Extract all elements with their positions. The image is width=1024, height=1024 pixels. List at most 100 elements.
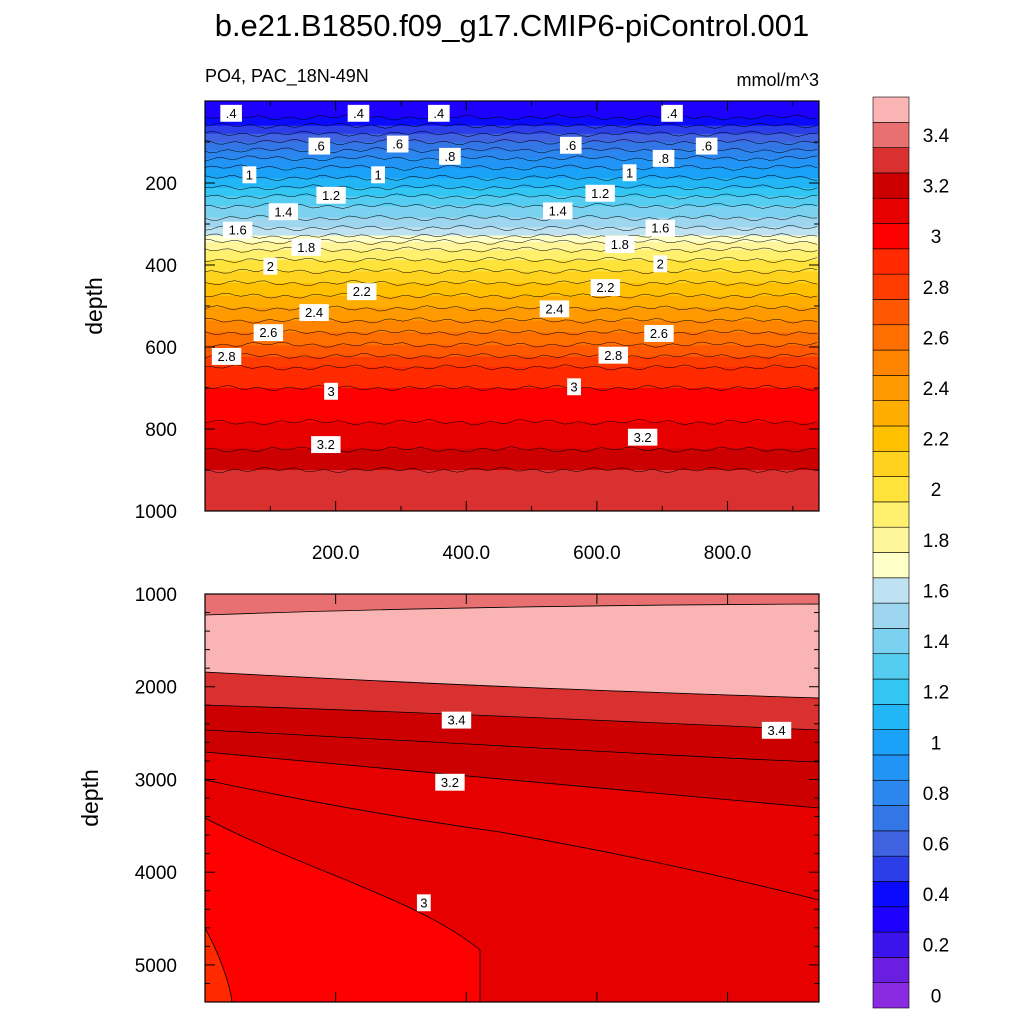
svg-text:.8: .8: [445, 149, 456, 164]
contour-fill-strip: [205, 340, 819, 343]
contour-label: 1.2: [316, 186, 346, 204]
contour-fill-strip: [205, 494, 819, 497]
contour-label: .6: [386, 135, 409, 153]
colorbar-swatch: [872, 982, 910, 1009]
contour-label: 3: [416, 894, 431, 912]
colorbar-swatch: [872, 223, 910, 250]
svg-text:.8: .8: [658, 151, 669, 166]
contour-fill-strip: [205, 322, 819, 325]
contour-fill-strip: [205, 269, 819, 273]
svg-text:2.4: 2.4: [305, 305, 323, 320]
contour-fill-strip: [205, 133, 819, 137]
contour-fill-strip: [205, 212, 819, 215]
colorbar-swatch: [872, 957, 910, 983]
contour-fill-strip: [205, 287, 819, 291]
svg-text:2.2: 2.2: [353, 284, 371, 299]
contour-fill-strip: [205, 299, 819, 302]
svg-text:3: 3: [327, 384, 334, 399]
contour-fill-strip: [205, 399, 819, 402]
contour-fill-strip: [205, 191, 819, 194]
contour-fill-strip: [205, 155, 819, 158]
contour-line: [205, 384, 818, 391]
contour-fill-strip: [205, 371, 819, 374]
contour-label: 1: [242, 166, 257, 184]
colorbar-swatch: [872, 375, 910, 401]
contour-fill-strip: [205, 491, 819, 494]
contour-fill-strip: [205, 415, 819, 419]
svg-text:3.2: 3.2: [634, 430, 652, 445]
contour-fill-strip: [205, 225, 819, 228]
colorbar-label: 3.4: [923, 126, 950, 147]
contour-fill-strip: [205, 160, 819, 163]
contour-line: [205, 214, 818, 221]
contour-fill-strip: [205, 122, 819, 125]
contour-fill-strip: [205, 224, 819, 227]
contour-fill-strip: [205, 146, 819, 150]
lower-band-3-0: [205, 817, 481, 1002]
colorbar-label: 0.6: [923, 835, 949, 856]
contour-fill-strip: [205, 205, 819, 209]
svg-text:3.2: 3.2: [441, 775, 459, 790]
contour-fill-strip: [205, 461, 819, 465]
contour-line: [205, 155, 818, 162]
contour-fill-strip: [205, 145, 819, 148]
contour-fill-strip: [205, 448, 819, 451]
contour-fill-strip: [205, 350, 819, 353]
contour-fill-strip: [205, 296, 819, 299]
contour-fill-strip: [205, 466, 819, 469]
colorbar-swatch: [872, 906, 910, 933]
contour-fill-strip: [205, 319, 819, 322]
contour-line: [205, 280, 818, 287]
contour-fill-strip: [205, 120, 819, 123]
colorbar-swatch: [872, 678, 910, 705]
lower-axis-ticks: 1000 2000 3000 4000 5000: [135, 585, 819, 1002]
colorbar-label: 3.2: [923, 177, 949, 198]
contour-fill-strip: [205, 488, 819, 491]
contour-fill-strip: [205, 260, 819, 263]
contour-fill-strip: [205, 433, 819, 437]
contour-fill-strip: [205, 233, 819, 237]
contour-line: [205, 364, 818, 371]
svg-text:2.4: 2.4: [545, 301, 563, 316]
colorbar-swatch: [872, 577, 910, 604]
contour-label: 1.4: [543, 202, 573, 220]
svg-text:1: 1: [246, 167, 253, 182]
contour-fill-strip: [205, 366, 819, 369]
contour-fill-strip: [205, 220, 819, 223]
contour-line: [205, 233, 818, 240]
upper-axis-ticks: 200 400 600 800 1000 200.0 400.0 600.0 800.0: [135, 101, 819, 564]
contour-fill-strip: [205, 310, 819, 314]
contour-label: 2.8: [598, 346, 628, 364]
contour-fill-strip: [205, 471, 819, 474]
contour-fill-strip: [205, 289, 819, 292]
lower-band-max: [205, 603, 819, 699]
contour-fill-strip: [205, 389, 819, 392]
contour-fill-strip: [205, 246, 819, 250]
contour-label: 1.4: [268, 203, 299, 221]
contour-label: 2.2: [590, 279, 621, 296]
y-tick-label: 800: [145, 420, 177, 441]
contour-fill-strip: [205, 179, 819, 182]
contour-fill-strip: [205, 401, 819, 404]
contour-fill-strip: [205, 292, 819, 296]
contour-fill-strip: [205, 315, 819, 319]
y-tick-label: 1000: [135, 502, 177, 523]
contour-fill-strip: [205, 215, 819, 219]
contour-fill-strip: [205, 437, 819, 440]
contour-fill-strip: [205, 196, 819, 199]
contour-fill-strip: [205, 301, 819, 304]
contour-fill-strip: [205, 504, 819, 507]
contour-fill-strip: [205, 479, 819, 483]
colorbar-swatch: [872, 425, 910, 452]
contour-fill-strip: [205, 497, 819, 501]
contour-fill-strip: [205, 255, 819, 258]
colorbar-swatch: [872, 931, 910, 958]
contour-line: [205, 329, 818, 336]
contour-fill-strip: [205, 332, 819, 335]
contour-label: .4: [220, 104, 242, 122]
svg-text:3: 3: [420, 895, 427, 910]
contour-fill-strip: [205, 347, 819, 350]
contour-fill-strip: [205, 489, 819, 492]
contour-fill-strip: [205, 238, 819, 241]
